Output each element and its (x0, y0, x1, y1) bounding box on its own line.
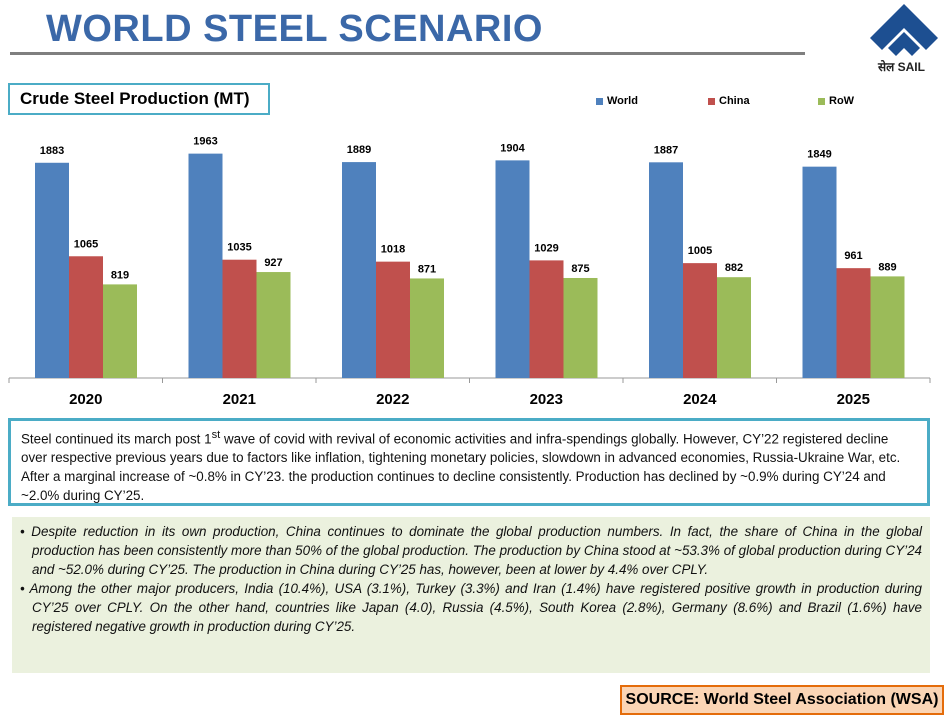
data-label: 1963 (193, 136, 217, 148)
data-label: 1889 (347, 144, 371, 156)
page-title: WORLD STEEL SCENARIO (46, 8, 543, 50)
data-label: 1904 (500, 142, 525, 154)
bar-row (870, 276, 905, 378)
chart-title: Crude Steel Production (MT) (8, 83, 270, 115)
data-label: 1887 (654, 144, 678, 156)
bar-world (35, 162, 69, 378)
data-label: 1018 (381, 244, 405, 256)
bar-china (222, 259, 257, 378)
legend-world: World (596, 95, 638, 107)
bar-world (649, 162, 683, 378)
data-label: 875 (571, 263, 589, 275)
sail-logo (870, 4, 938, 56)
x-tick-label: 2020 (69, 391, 102, 408)
logo-text: सेल SAIL (878, 60, 925, 74)
bar-row (563, 277, 598, 378)
data-label: 1035 (227, 242, 251, 254)
data-label: 1029 (534, 242, 558, 254)
bar-china (69, 256, 103, 378)
data-label: 819 (111, 269, 129, 281)
bar-row (256, 272, 291, 378)
data-label: 1883 (40, 145, 64, 157)
bar-row (717, 277, 751, 378)
data-label: 1849 (807, 149, 831, 161)
legend-china: China (708, 95, 750, 107)
title-divider (10, 52, 805, 55)
data-label: 1065 (74, 238, 98, 250)
data-label: 889 (878, 261, 896, 273)
data-label: 1005 (688, 245, 712, 257)
data-label: 927 (264, 257, 282, 269)
bar-china (376, 261, 410, 378)
bar-chart: 2020 1883 1065 819 2021 1963 1035 927 2022 1889 10… (8, 136, 931, 408)
bar-world (495, 160, 530, 378)
bar-world (342, 162, 376, 378)
bar-row (410, 278, 444, 378)
x-tick-label: 2024 (683, 391, 717, 408)
bar-china (836, 268, 871, 378)
x-tick-label: 2025 (837, 391, 870, 408)
bar-china (529, 260, 564, 378)
legend-row: RoW (818, 95, 854, 107)
x-tick-label: 2023 (530, 391, 563, 408)
bar-world (188, 153, 223, 378)
x-tick-label: 2022 (376, 391, 409, 408)
x-tick-label: 2021 (223, 391, 256, 408)
bar-china (683, 263, 717, 378)
bullet-item: • Among the other major producers, India… (20, 581, 922, 634)
bar-world (802, 166, 837, 378)
data-label: 882 (725, 262, 743, 274)
data-label: 961 (844, 250, 862, 262)
data-label: 871 (418, 263, 436, 275)
bar-row (103, 284, 137, 378)
bullet-item: • Despite reduction in its own productio… (20, 524, 922, 577)
source-label: SOURCE: World Steel Association (WSA) (620, 685, 944, 715)
bullet-list: • Despite reduction in its own productio… (12, 517, 930, 673)
summary-note: Steel continued its march post 1st wave … (8, 418, 930, 506)
